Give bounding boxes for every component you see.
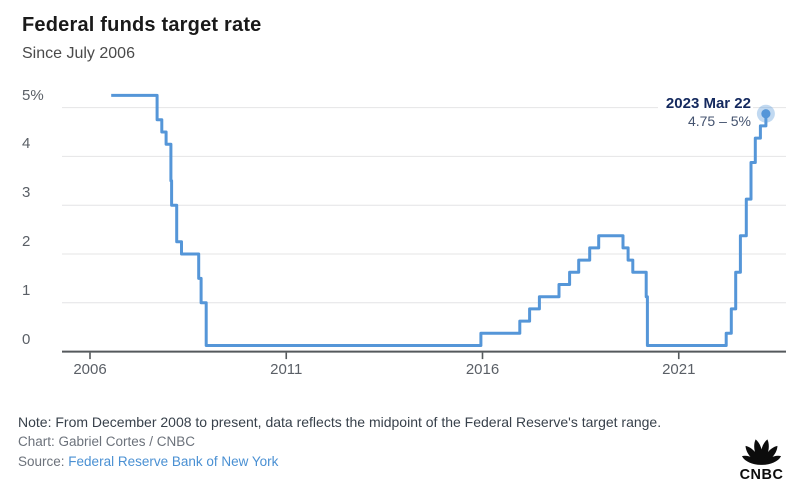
rate-line: [111, 93, 768, 347]
y-axis-tick-label: 5%: [22, 86, 44, 104]
annotation-date: 2023 Mar 22: [665, 95, 751, 112]
cnbc-logo-wordmark: CNBC: [740, 467, 784, 480]
y-axis-tick-label: 1: [22, 281, 31, 299]
peacock-feather: [760, 439, 769, 465]
peacock-feather: [761, 455, 782, 465]
peacock-feather: [754, 439, 763, 465]
y-axis-tick-label: 0: [22, 330, 31, 348]
x-axis-tick-label: 2021: [662, 361, 696, 378]
end-point-dot: [761, 109, 771, 119]
x-axis-tick-label: 2011: [270, 361, 303, 378]
source-line: Source: Federal Reserve Bank of New York: [18, 452, 661, 472]
chart-subtitle: Since July 2006: [22, 45, 135, 62]
note-text: Note: From December 2008 to present, dat…: [18, 414, 662, 430]
chart-header: Federal funds target rate Since July 200…: [22, 14, 262, 63]
chart-credit: Chart: Gabriel Cortes / CNBC: [18, 434, 196, 449]
source-label: Source:: [18, 454, 65, 469]
x-axis-tick-label: 2016: [465, 361, 500, 378]
chart-title: Federal funds target rate: [22, 14, 262, 36]
x-axis-tick-label: 2006: [73, 361, 107, 378]
chart-footer: Note: From December 2008 to present, dat…: [18, 412, 661, 472]
peacock-feather: [761, 445, 778, 465]
peacock-feather: [745, 445, 762, 465]
y-axis-tick-label: 4: [22, 135, 31, 153]
cnbc-peacock-logo: CNBC: [740, 439, 784, 480]
peacock-feather: [741, 455, 762, 465]
y-axis-tick-label: 3: [22, 184, 31, 202]
y-axis-tick-label: 2: [22, 233, 31, 250]
source-link[interactable]: Federal Reserve Bank of New York: [68, 454, 279, 469]
end-point-annotation: 2023 Mar 22 4.75 – 5%: [657, 94, 753, 132]
annotation-range: 4.75 – 5%: [687, 113, 751, 129]
